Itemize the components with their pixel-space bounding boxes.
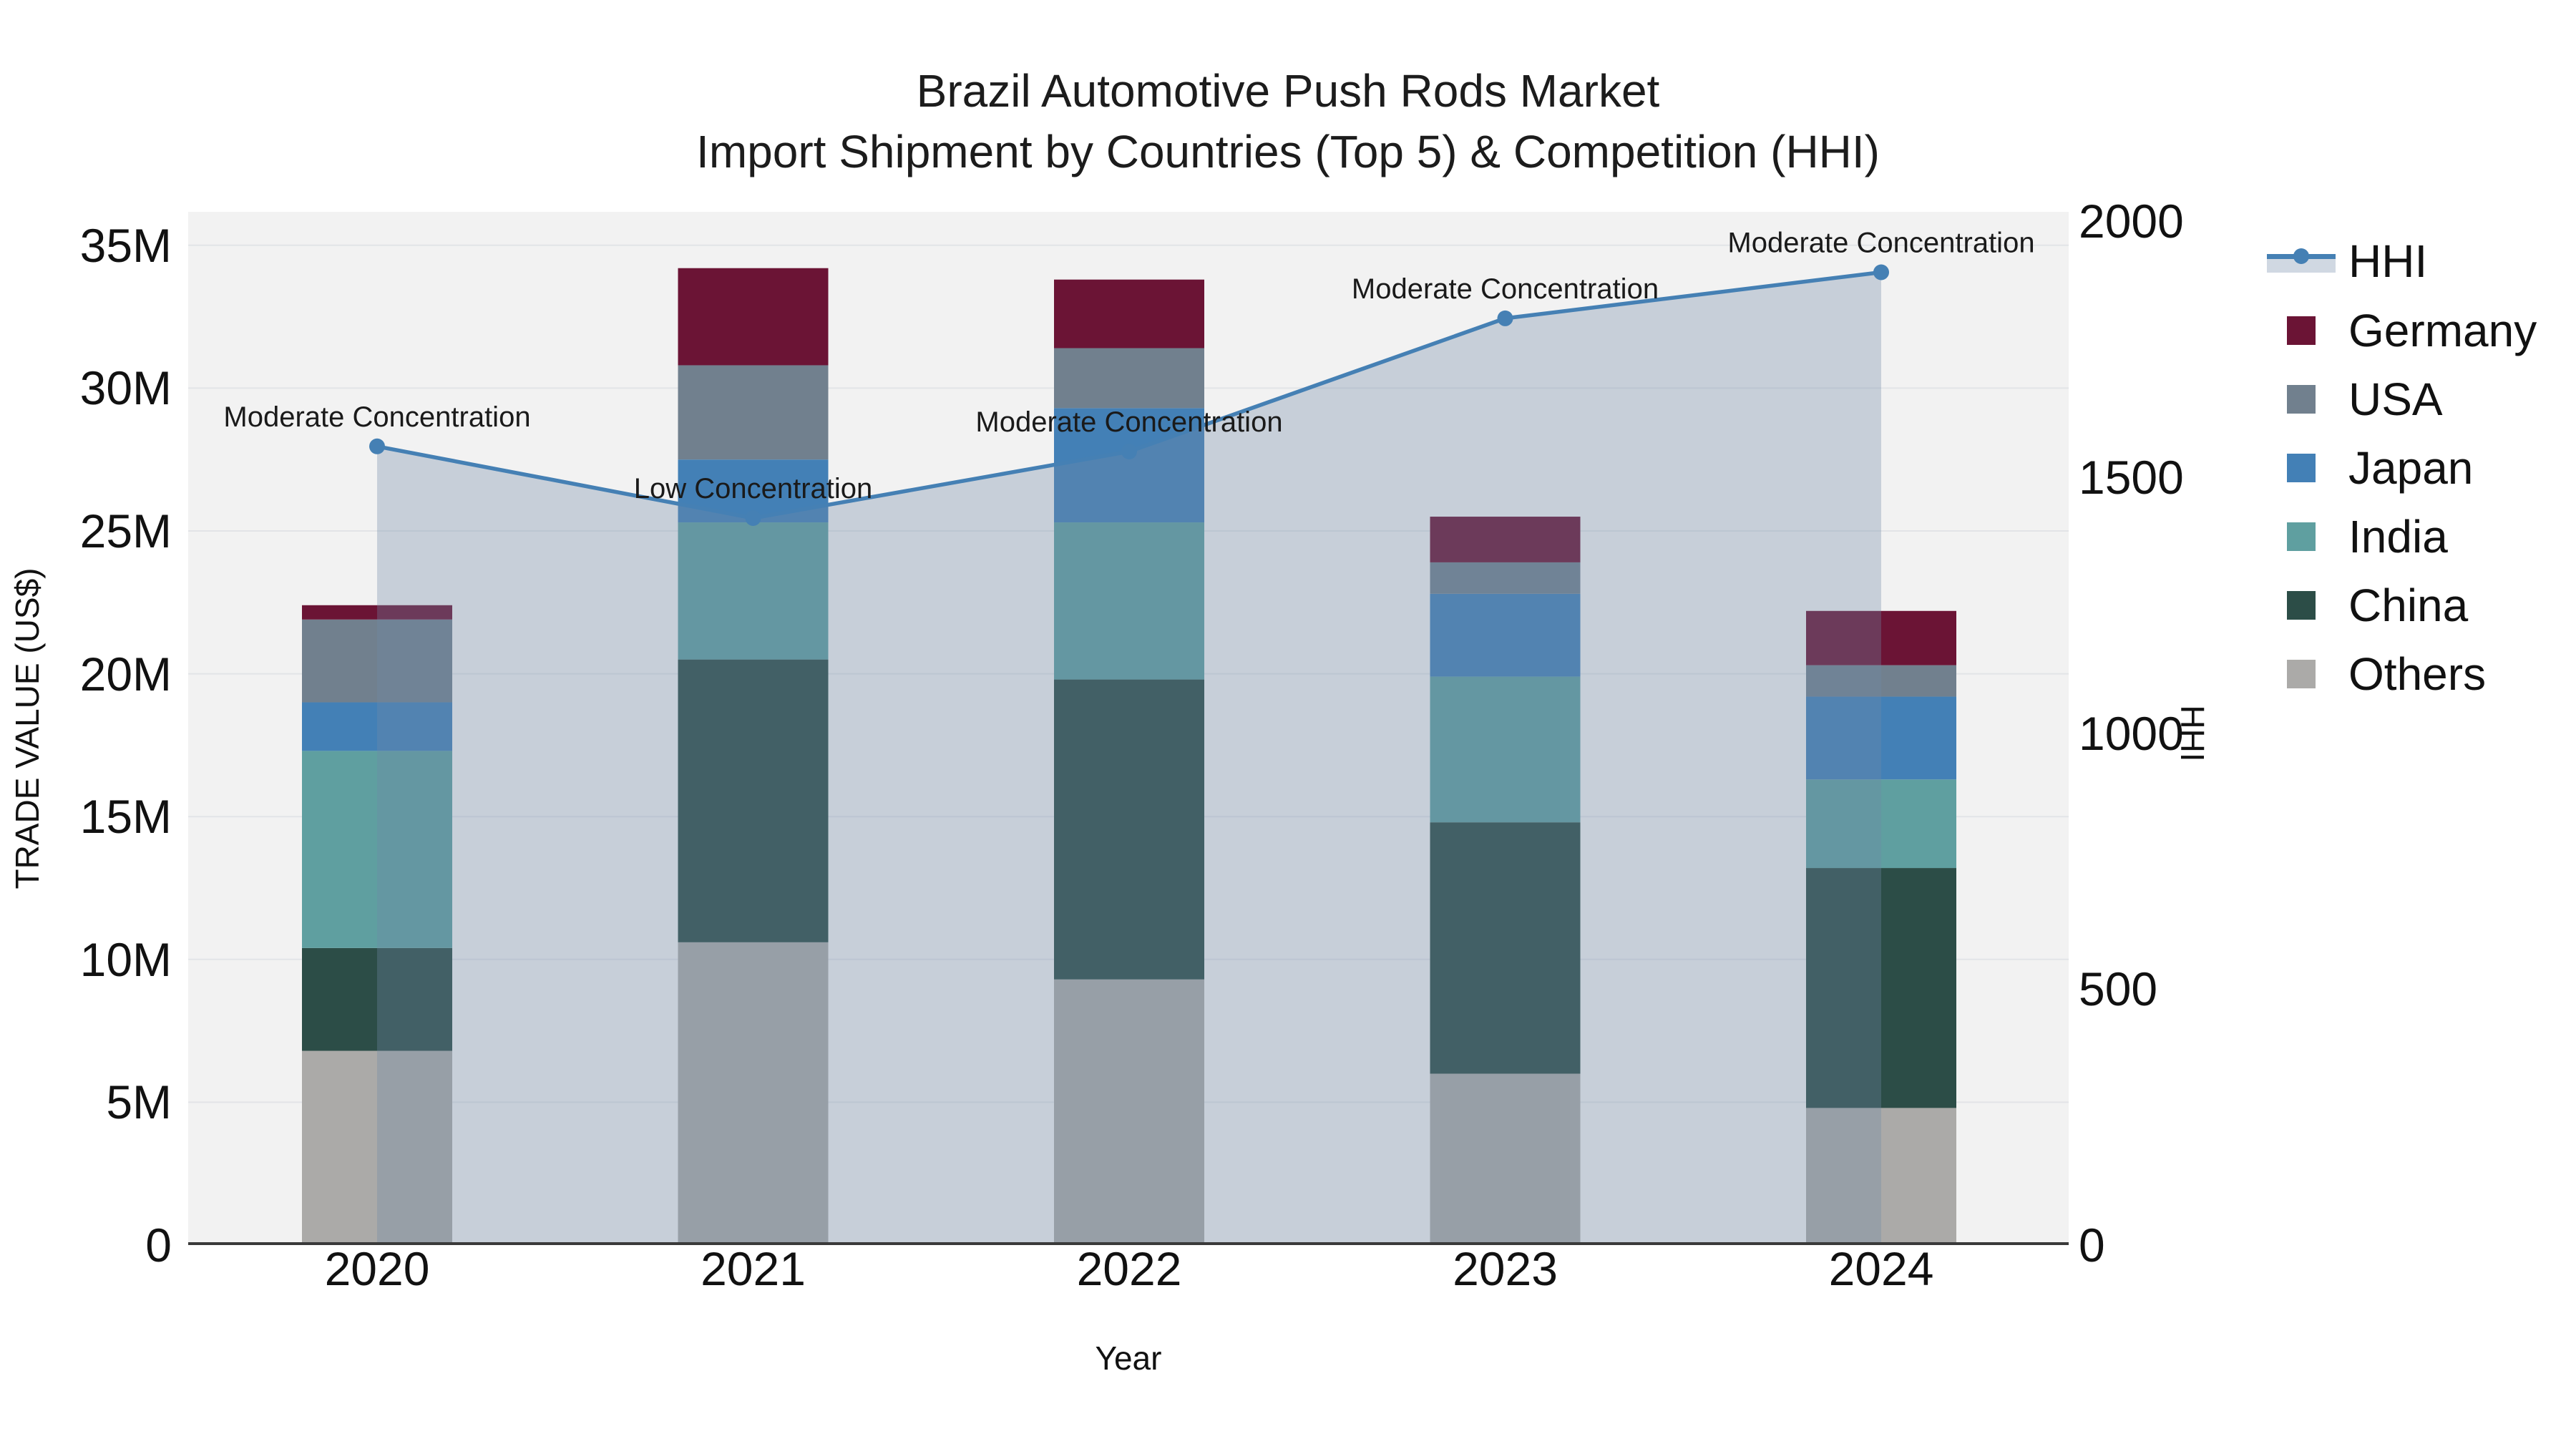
legend-label: HHI <box>2348 235 2428 287</box>
y-tick-label-left: 20M <box>79 647 172 701</box>
annotation-label: Moderate Concentration <box>975 406 1282 438</box>
bar-segment-india-2021 <box>678 522 829 660</box>
legend-item-germany: Germany <box>2261 302 2537 359</box>
bar-segment-japan-2024 <box>1806 696 1956 780</box>
y-tick-label-left: 15M <box>79 790 172 844</box>
bar-segment-india-2022 <box>1054 522 1204 680</box>
legend-item-usa: USA <box>2261 371 2443 428</box>
bar-segment-china-2023 <box>1430 822 1581 1074</box>
bar-segment-germany-2024 <box>1806 610 1956 665</box>
legend-item-japan: Japan <box>2261 439 2473 497</box>
bar-segment-germany-2023 <box>1430 517 1581 562</box>
hhi-marker-2020 <box>369 438 385 454</box>
bar-segment-usa-2024 <box>1806 665 1956 697</box>
x-tick-label: 2022 <box>1076 1242 1182 1295</box>
bar-segment-germany-2022 <box>1054 279 1204 348</box>
y-tick-label-left: 30M <box>79 361 172 415</box>
y-tick-label-right: 1500 <box>2079 450 2184 504</box>
hhi-marker-2021 <box>745 510 761 526</box>
y-tick-label-right: 2000 <box>2079 195 2184 248</box>
bar-segment-usa-2020 <box>302 619 452 703</box>
legend-label: Others <box>2348 648 2487 700</box>
x-tick-label: 2020 <box>324 1242 430 1295</box>
bar-segment-japan-2020 <box>302 702 452 751</box>
x-axis-title: Year <box>1095 1340 1162 1377</box>
plot-area: Moderate Concentration Low Concentration M… <box>188 212 2069 1245</box>
bar-segment-germany-2021 <box>678 268 829 366</box>
bar-segment-china-2024 <box>1806 868 1956 1108</box>
japan-color-swatch <box>2287 454 2316 482</box>
legend-label: India <box>2348 511 2448 562</box>
usa-color-swatch <box>2287 385 2316 414</box>
legend-item-hhi: HHI <box>2261 233 2427 290</box>
legend-label: China <box>2348 580 2469 631</box>
hhi-marker-2024 <box>1873 264 1889 280</box>
bar-segment-germany-2020 <box>302 605 452 620</box>
y-tick-label-right: 0 <box>2079 1219 2105 1272</box>
legend-item-india: India <box>2261 508 2448 565</box>
y-tick-label-left: 10M <box>79 932 172 986</box>
bar-segment-usa-2023 <box>1430 562 1581 594</box>
bar-segment-usa-2021 <box>678 365 829 460</box>
bar-segment-others-2021 <box>678 942 829 1245</box>
bar-segment-others-2022 <box>1054 979 1204 1245</box>
bar-segment-india-2020 <box>302 751 452 948</box>
annotation-label: Moderate Concentration <box>1727 228 2034 259</box>
legend-item-china: China <box>2261 577 2468 634</box>
bar-segment-usa-2022 <box>1054 348 1204 409</box>
y-tick-label-left: 0 <box>145 1219 172 1272</box>
annotation-label: Low Concentration <box>634 473 873 504</box>
x-tick-label: 2024 <box>1828 1242 1934 1295</box>
bar-segment-china-2020 <box>302 947 452 1051</box>
bar-segment-japan-2023 <box>1430 593 1581 677</box>
y-tick-label-right: 1000 <box>2079 706 2184 760</box>
legend-label: Germany <box>2348 305 2537 356</box>
others-color-swatch <box>2287 660 2316 688</box>
hhi-area <box>377 272 1881 1245</box>
y-tick-label-left: 25M <box>79 504 172 557</box>
bar-segment-india-2024 <box>1806 779 1956 869</box>
bar-segment-china-2022 <box>1054 679 1204 980</box>
annotation-label: Moderate Concentration <box>1352 273 1659 305</box>
x-tick-label: 2023 <box>1453 1242 1558 1295</box>
y-tick-label-right: 500 <box>2079 962 2158 1016</box>
hhi-marker-2023 <box>1497 310 1513 326</box>
bar-segment-india-2023 <box>1430 676 1581 823</box>
y-tick-label-left: 35M <box>79 218 172 272</box>
china-color-swatch <box>2287 591 2316 620</box>
chart-title: Brazil Automotive Push Rods Market Impor… <box>0 61 2576 182</box>
germany-color-swatch <box>2287 316 2316 345</box>
hhi-marker-dot-icon <box>2293 248 2309 264</box>
india-color-swatch <box>2287 522 2316 551</box>
hhi-marker-2022 <box>1121 444 1137 459</box>
x-axis-spine <box>188 1242 2069 1245</box>
annotation-label: Moderate Concentration <box>223 401 530 433</box>
x-tick-label: 2021 <box>701 1242 806 1295</box>
chart-title-line2: Import Shipment by Countries (Top 5) & C… <box>696 126 1880 177</box>
chart-title-line1: Brazil Automotive Push Rods Market <box>916 65 1660 117</box>
y-tick-label-left: 5M <box>106 1075 172 1129</box>
bar-segment-others-2023 <box>1430 1073 1581 1245</box>
legend-item-others: Others <box>2261 645 2486 703</box>
bar-segment-others-2024 <box>1806 1108 1956 1245</box>
hhi-line-marker-icon <box>2267 244 2336 278</box>
bar-segment-china-2021 <box>678 659 829 942</box>
bar-segment-others-2020 <box>302 1050 452 1245</box>
bar-segment-japan-2022 <box>1054 408 1204 523</box>
legend-label: USA <box>2348 374 2443 425</box>
plot-canvas: Moderate Concentration Low Concentration M… <box>188 228 2069 1245</box>
legend-label: Japan <box>2348 442 2474 494</box>
